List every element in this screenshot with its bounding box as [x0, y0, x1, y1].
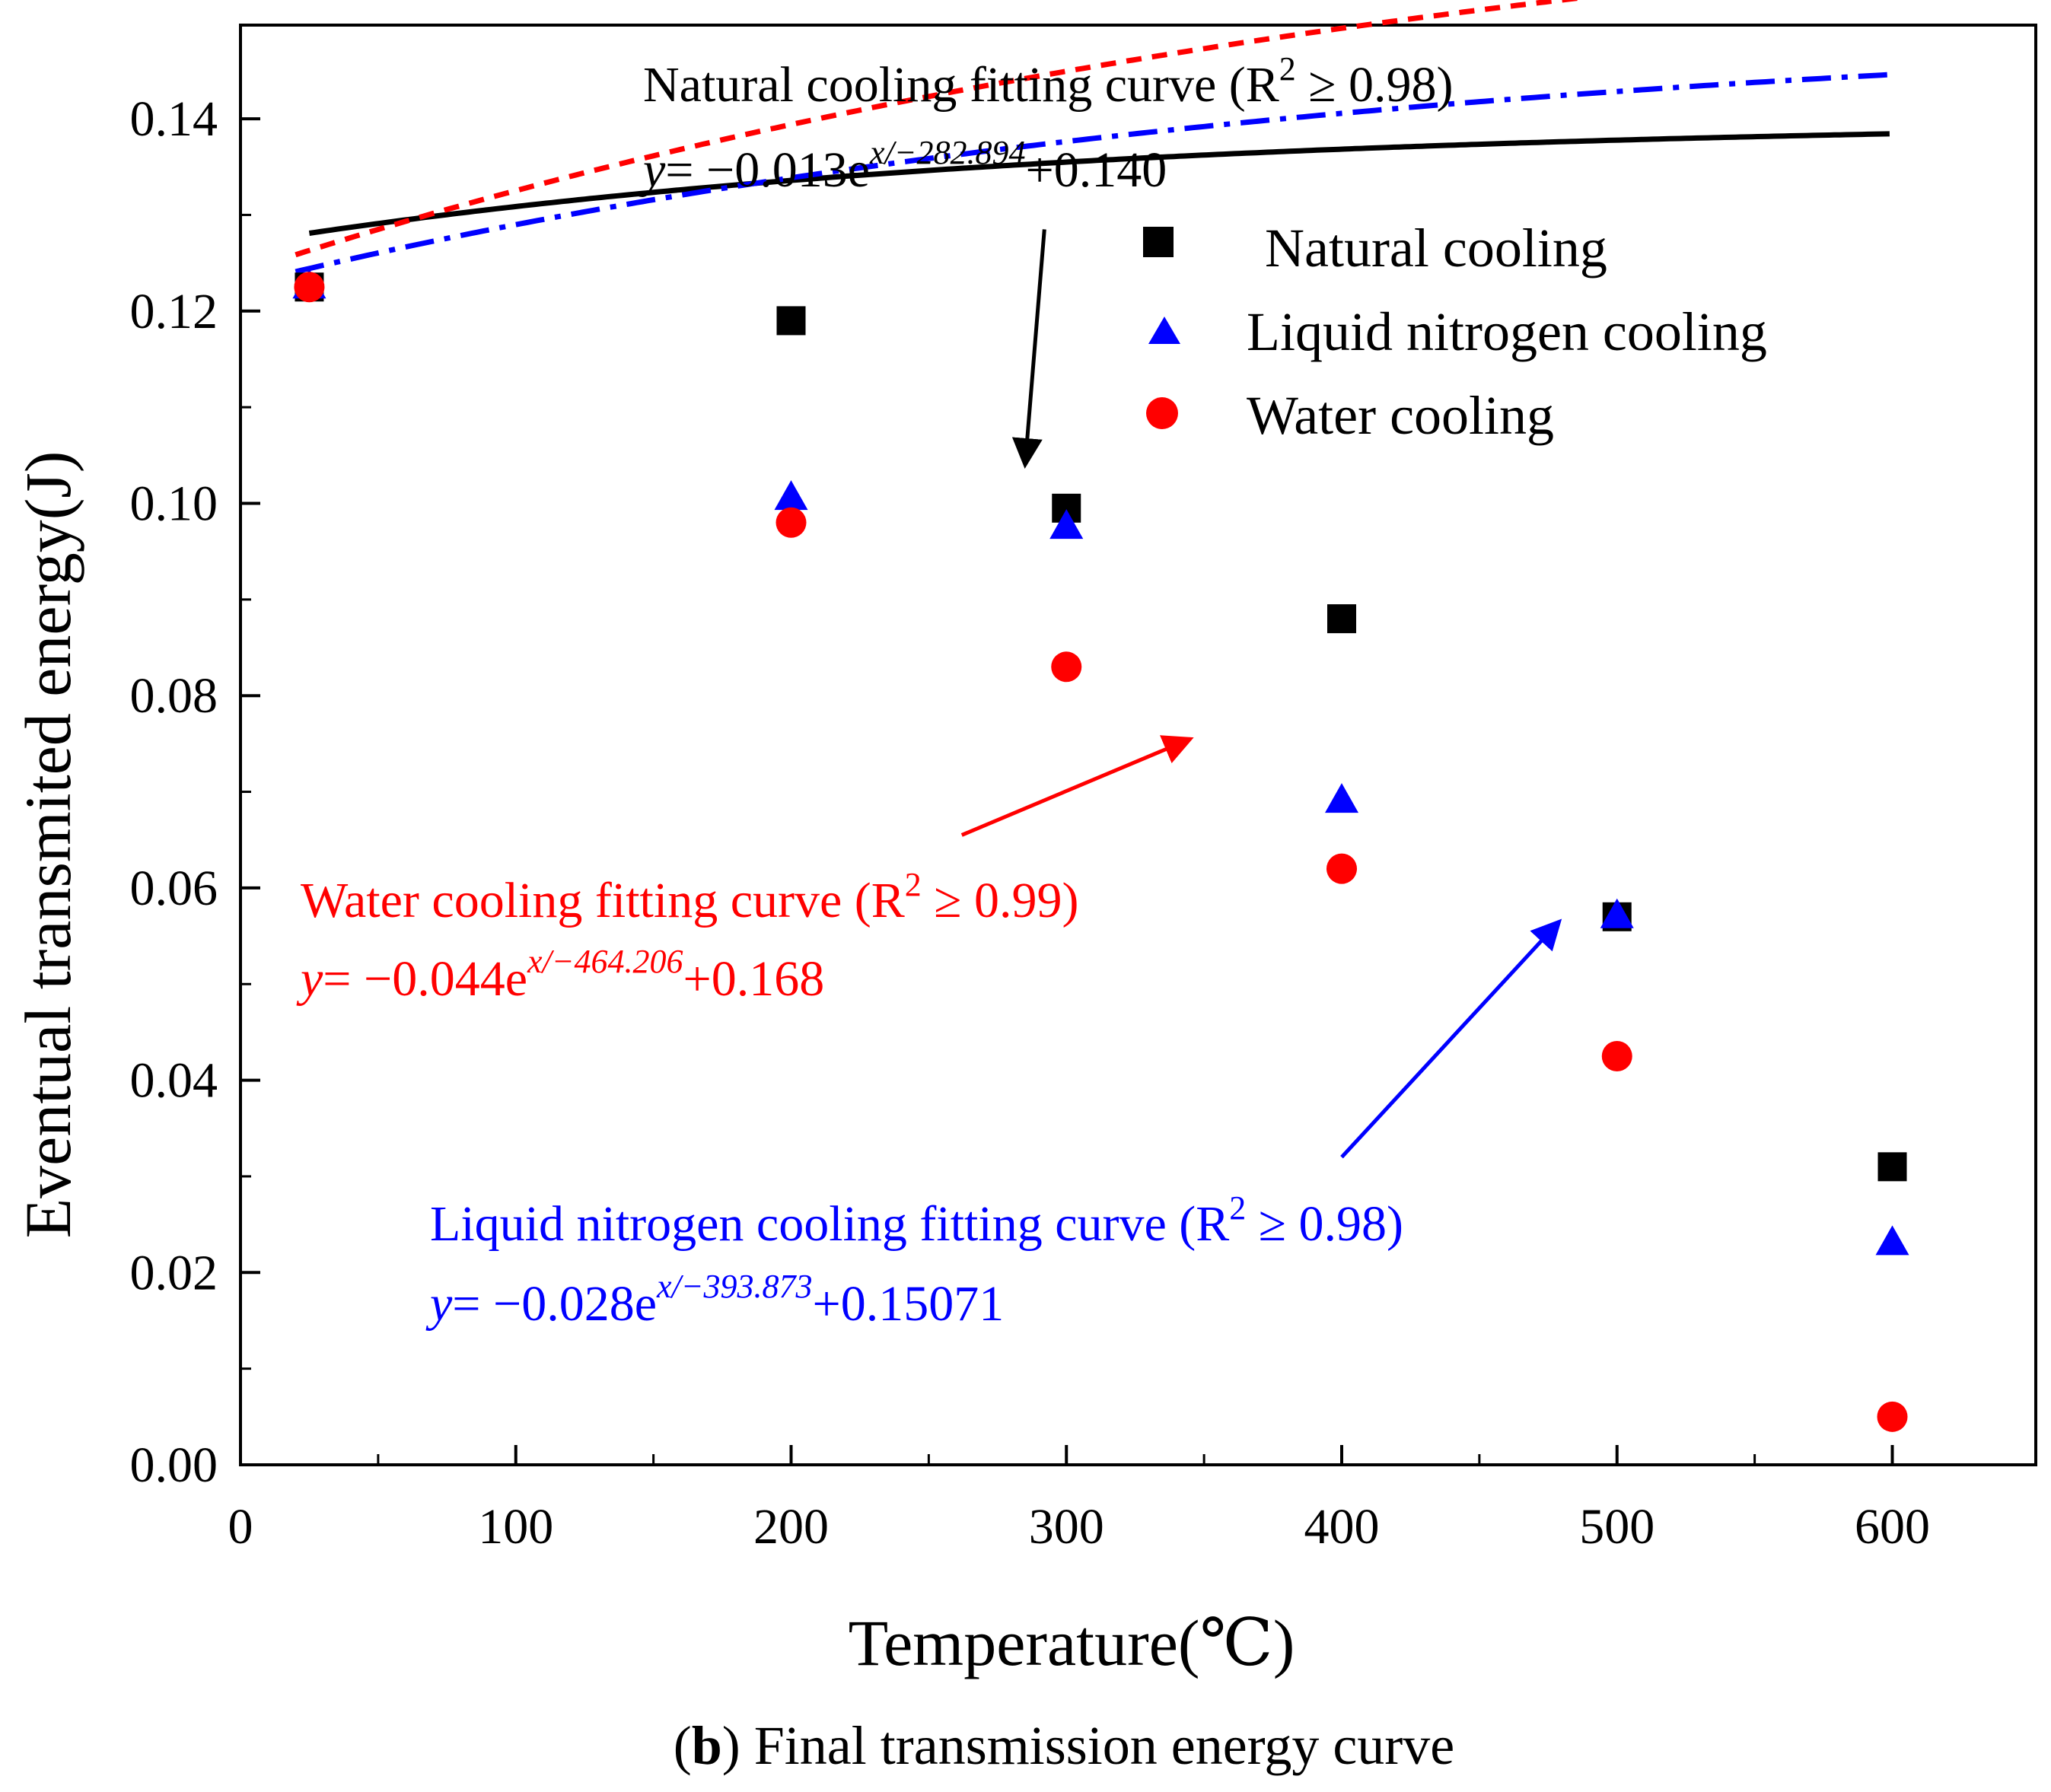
x-tick-label: 500: [1579, 1499, 1654, 1555]
legend-label-water-cooling: Water cooling: [1247, 385, 1554, 446]
annotation-nitrogen: Liquid nitrogen cooling fitting curve (R…: [425, 918, 1562, 1332]
y-tick-label: 0.08: [130, 668, 218, 724]
data-point-natural-cooling: [776, 306, 806, 336]
data-point-water-cooling: [1877, 1401, 1908, 1432]
figure-caption: (b) Final transmission energy curve: [674, 1715, 1455, 1776]
annotation-title-natural: Natural cooling fitting curve (R2 ≥ 0.98…: [643, 50, 1453, 113]
equation-main: = −0.028e: [452, 1276, 657, 1332]
data-point-liquid-nitrogen-cooling: [1325, 783, 1358, 813]
data-point-liquid-nitrogen-cooling: [774, 480, 808, 511]
data-point-water-cooling: [1051, 651, 1082, 683]
data-point-natural-cooling: [1327, 604, 1356, 634]
equation-y: y: [296, 951, 323, 1007]
y-tick-label: 0.14: [130, 91, 218, 147]
annotation-natural: Natural cooling fitting curve (R2 ≥ 0.98…: [639, 50, 1453, 469]
annotation-title-text: Natural cooling fitting curve (R: [643, 57, 1279, 113]
y-tick-label: 0.04: [130, 1053, 218, 1109]
y-tick-label: 0.12: [130, 284, 218, 339]
equation-y: y: [425, 1276, 453, 1332]
plot-frame: [239, 24, 2037, 1466]
annotation-r2-value: ≥ 0.98): [1246, 1196, 1403, 1252]
annotation-r2-value: ≥ 0.99): [922, 873, 1079, 928]
annotation-arrow-water: [960, 735, 1194, 837]
legend-marker-natural-cooling: [1143, 227, 1174, 257]
x-axis-title: Temperature(℃): [849, 1606, 1295, 1679]
data-point-liquid-nitrogen-cooling: [1600, 898, 1634, 928]
fit-curves: [295, 0, 1893, 275]
r-squared-superscript: 2: [1279, 50, 1296, 88]
data-point-water-cooling: [294, 272, 325, 303]
x-tick-label: 200: [753, 1499, 829, 1555]
legend-label-natural-cooling: Natural cooling: [1265, 218, 1607, 279]
y-tick-label: 0.00: [130, 1437, 218, 1493]
r-squared-superscript: 2: [905, 866, 922, 903]
equation-exponent: x/−464.206: [527, 943, 683, 980]
data-point-water-cooling: [1326, 853, 1357, 884]
equation-constant: +0.168: [683, 951, 825, 1007]
annotation-title-text: Water cooling fitting curve (R: [301, 873, 905, 928]
annotation-equation-natural: y= −0.013ex/−282.894+0.140: [639, 134, 1167, 198]
data-point-liquid-nitrogen-cooling: [1049, 509, 1084, 540]
x-tick-label: 100: [478, 1499, 553, 1555]
x-tick-label: 400: [1304, 1499, 1380, 1555]
fit-curve-water-cooling: [295, 0, 1585, 258]
x-tick-label: 600: [1855, 1499, 1930, 1555]
data-points: [292, 269, 1909, 1432]
annotation-title-text: Liquid nitrogen cooling fitting curve (R: [430, 1196, 1229, 1252]
data-point-liquid-nitrogen-cooling: [1875, 1225, 1909, 1256]
equation-constant: +0.15071: [813, 1276, 1005, 1332]
equation-main: = −0.013e: [665, 142, 870, 198]
legend-label-liquid-nitrogen-cooling: Liquid nitrogen cooling: [1247, 301, 1767, 362]
y-axis-title: Eventual transmited energy(J): [11, 451, 84, 1239]
equation-constant: +0.140: [1026, 142, 1167, 198]
fit-curve-liquid-nitrogen-cooling: [295, 72, 1893, 275]
equation-main: = −0.044e: [323, 951, 527, 1007]
x-tick-label: 300: [1029, 1499, 1104, 1555]
legend-marker-liquid-nitrogen-cooling: [1148, 317, 1180, 344]
annotation-equation-water: y= −0.044ex/−464.206+0.168: [296, 943, 824, 1007]
legend-marker-water-cooling: [1146, 397, 1178, 429]
fit-curve-natural-cooling: [308, 131, 1890, 236]
y-tick-label: 0.10: [130, 476, 218, 532]
annotation-water: Water cooling fitting curve (R2 ≥ 0.99) y…: [296, 735, 1194, 1007]
legend: Natural cooling Liquid nitrogen cooling …: [1143, 218, 1767, 446]
y-tick-label: 0.06: [130, 861, 218, 916]
annotation-title-nitrogen: Liquid nitrogen cooling fitting curve (R…: [430, 1189, 1403, 1252]
x-tick-label: 0: [228, 1499, 253, 1555]
annotations: Natural cooling fitting curve (R2 ≥ 0.98…: [296, 50, 1562, 1332]
equation-y: y: [639, 142, 666, 198]
y-tick-label: 0.02: [130, 1245, 218, 1300]
axes: 0 100 200 300 400 500 600 0.00 0.02 0.04 0.06 0.08 0…: [130, 24, 2037, 1555]
annotation-arrow-natural: [1011, 229, 1046, 469]
annotation-equation-nitrogen: y= −0.028ex/−393.873+0.15071: [425, 1268, 1004, 1332]
data-point-water-cooling: [1601, 1041, 1632, 1072]
annotation-arrow-nitrogen: [1340, 918, 1562, 1159]
data-point-water-cooling: [775, 507, 807, 538]
equation-exponent: x/−393.873: [656, 1268, 812, 1305]
r-squared-superscript: 2: [1229, 1189, 1246, 1227]
annotation-r2-value: ≥ 0.98): [1296, 57, 1454, 113]
equation-exponent: x/−282.894: [869, 134, 1025, 171]
data-point-natural-cooling: [1877, 1152, 1907, 1182]
annotation-title-water: Water cooling fitting curve (R2 ≥ 0.99): [301, 866, 1078, 928]
